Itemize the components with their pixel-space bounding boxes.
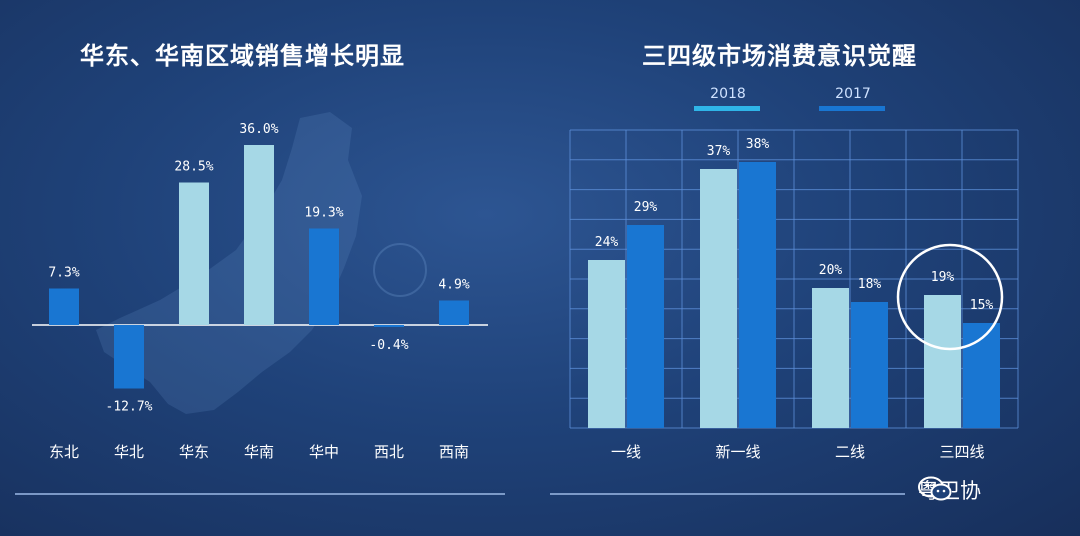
left-chart-title: 华东、华南区域销售增长明显 — [80, 42, 405, 70]
watermark: 粤卫协 — [918, 476, 981, 504]
right-bar-value-label: 15% — [970, 298, 994, 313]
right-category-label: 新一线 — [715, 443, 760, 461]
highlight-circle — [896, 243, 1004, 351]
right-bar-value-label: 20% — [819, 263, 843, 278]
left-category-label: 华南 — [244, 443, 274, 461]
right-bar-2018-0 — [588, 260, 625, 428]
wechat-icon — [918, 476, 952, 501]
left-category-label: 西北 — [374, 443, 404, 461]
left-category-label: 华中 — [309, 443, 339, 461]
left-category-label: 华北 — [114, 443, 144, 461]
right-bar-2018-1 — [700, 169, 737, 428]
left-bar-6 — [439, 300, 469, 325]
left-bar-4 — [309, 228, 339, 325]
left-bar-value-label: 7.3% — [48, 266, 79, 281]
left-bar-1 — [114, 325, 144, 389]
right-bar-2017-1 — [739, 162, 776, 428]
right-chart-title: 三四级市场消费意识觉醒 — [642, 42, 917, 70]
left-category-label: 东北 — [49, 443, 79, 461]
left-bar-value-label: -12.7% — [106, 400, 153, 415]
left-bar-3 — [244, 145, 274, 325]
right-category-label: 一线 — [611, 443, 641, 461]
right-bar-value-label: 19% — [931, 270, 955, 285]
left-category-label: 西南 — [439, 443, 469, 461]
right-legend-swatch-2018 — [694, 106, 760, 111]
background-map-shape — [96, 112, 362, 414]
left-bar-0 — [49, 288, 79, 325]
right-bar-2017-2 — [851, 302, 888, 428]
background-circle-decoration — [373, 243, 427, 297]
left-bar-value-label: 4.9% — [438, 278, 469, 293]
left-bar-2 — [179, 182, 209, 325]
right-legend-label-2018: 2018 — [710, 86, 746, 102]
right-legend-swatch-2017 — [819, 106, 885, 111]
left-bar-value-label: -0.4% — [369, 338, 408, 353]
left-category-label: 华东 — [179, 443, 209, 461]
left-bar-value-label: 36.0% — [239, 122, 278, 137]
right-bar-value-label: 37% — [707, 144, 731, 159]
right-legend-label-2017: 2017 — [835, 86, 871, 102]
right-bar-value-label: 24% — [595, 235, 619, 250]
left-bar-value-label: 28.5% — [174, 160, 213, 175]
right-bar-2017-0 — [627, 225, 664, 428]
right-bar-value-label: 18% — [858, 277, 882, 292]
right-bar-value-label: 38% — [746, 137, 770, 152]
right-chart: 2018 2017 24% 29% 一线 37% 38% 新一线 20% 18% 二线 19% 15% 三… — [569, 86, 1019, 461]
right-bar-2018-3 — [924, 295, 961, 428]
left-bar-value-label: 19.3% — [304, 206, 343, 221]
left-chart: 7.3% 东北 -12.7% 华北 28.5% 华东 36.0% 华南 19.3% 华中 -0.4%… — [32, 122, 488, 461]
left-bar-5 — [374, 325, 404, 327]
right-category-label: 三四线 — [939, 443, 984, 461]
right-bar-2018-2 — [812, 288, 849, 428]
right-bar-value-label: 29% — [634, 200, 658, 215]
right-bar-2017-3 — [963, 323, 1000, 428]
right-category-label: 二线 — [835, 443, 865, 461]
